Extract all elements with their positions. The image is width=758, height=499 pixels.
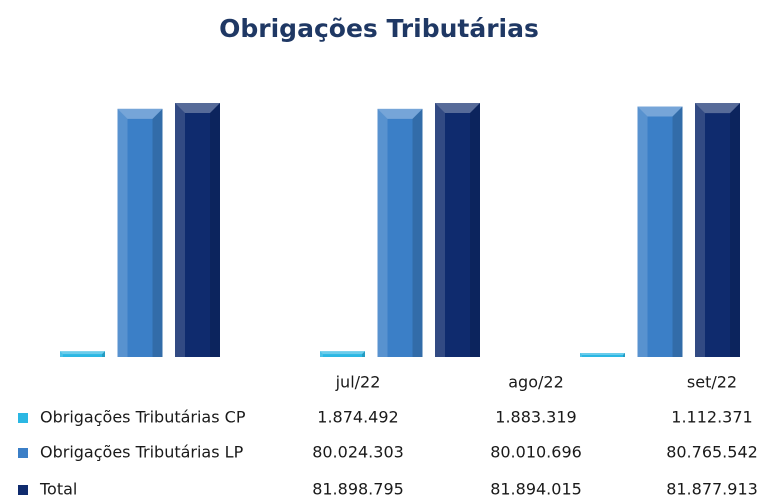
bar-bevel: [60, 351, 105, 355]
bar-bevel: [117, 108, 128, 357]
table-value: 81.898.795: [312, 480, 404, 499]
bar-bevel: [435, 103, 480, 114]
bar-bevel: [117, 108, 163, 119]
x-tick-label: jul/22: [335, 373, 381, 392]
bar-bevel: [175, 103, 185, 357]
bar: [637, 106, 683, 358]
bar-bevel: [637, 106, 683, 117]
bar-bevel: [470, 103, 480, 357]
legend-label: Total: [39, 480, 77, 499]
bar: [60, 351, 105, 357]
legend-marker: [18, 448, 28, 458]
table-value: 80.010.696: [490, 443, 582, 462]
bar-bevel: [695, 103, 740, 114]
bar-bevel: [175, 103, 220, 113]
bar-bevel: [695, 103, 705, 358]
bar-bevel: [435, 103, 445, 357]
legend-label: Obrigações Tributárias LP: [40, 443, 244, 462]
legend-label: Obrigações Tributárias CP: [40, 408, 246, 427]
legend-marker: [18, 413, 28, 423]
bar-bevel: [152, 108, 163, 357]
table-value: 1.874.492: [317, 408, 398, 427]
bar-bevel: [412, 108, 423, 357]
bar-bevel: [377, 108, 423, 119]
bar-bevel: [362, 351, 365, 357]
x-tick-label: ago/22: [508, 373, 564, 392]
bar-bevel: [580, 353, 625, 355]
bar: [435, 103, 480, 357]
bar-bevel: [320, 351, 323, 357]
bar-bevel: [60, 351, 63, 357]
bar-bevel: [377, 108, 388, 357]
bar: [580, 353, 625, 357]
table-value: 1.112.371: [671, 408, 752, 427]
table-value: 81.894.015: [490, 480, 582, 499]
bar-bevel: [637, 106, 648, 358]
bar-bevel: [210, 103, 220, 357]
table-value: 80.024.303: [312, 443, 404, 462]
bar-bevel: [320, 351, 365, 355]
legend-marker: [18, 485, 28, 495]
chart-title: Obrigações Tributárias: [219, 14, 539, 43]
bar-bevel: [623, 353, 625, 357]
bar: [117, 108, 163, 357]
x-tick-label: set/22: [687, 373, 737, 392]
bar: [320, 351, 365, 357]
bar-bevel: [672, 106, 683, 358]
bar-bevel: [730, 103, 740, 358]
bar-bevel: [102, 351, 105, 357]
table-value: 81.877.913: [666, 480, 758, 499]
bar-bevel: [580, 353, 582, 357]
table-value: 80.765.542: [666, 443, 758, 462]
bar: [695, 103, 740, 358]
table-value: 1.883.319: [495, 408, 576, 427]
bar: [377, 108, 423, 357]
bar: [175, 103, 220, 357]
